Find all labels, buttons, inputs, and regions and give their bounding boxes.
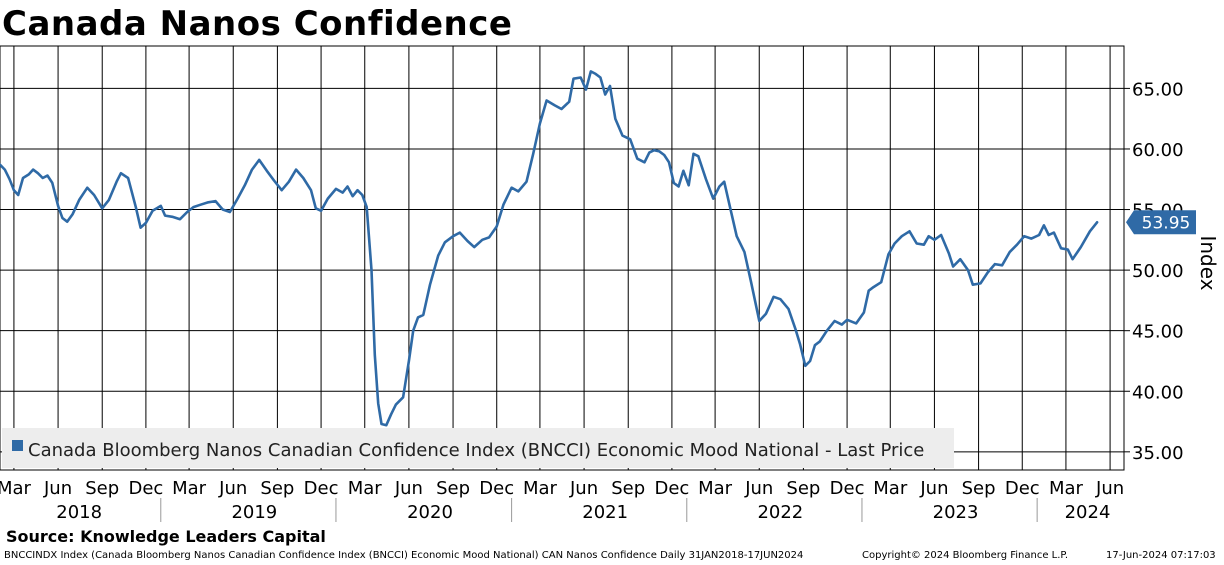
x-month-label: Jun [1095,478,1124,499]
x-axis: Mar Jun Sep Dec Mar Jun Sep Dec Mar Jun Sep Dec Mar J… [0,478,1124,523]
last-value-marker: 53.95 [1126,210,1196,235]
plot-area [0,45,1125,471]
x-month-label: Jun [744,478,773,499]
x-year-label: 2022 [757,502,803,523]
legend-entry: Canada Bloomberg Nanos Canadian Confiden… [28,440,924,461]
x-year-label: 2021 [582,502,628,523]
footer-description: BNCCINDX Index (Canada Bloomberg Nanos C… [4,550,804,561]
year-separators [160,498,1038,522]
x-month-label: Sep [85,478,119,499]
source-note: Source: Knowledge Leaders Capital [6,527,326,546]
x-month-label: Dec [304,478,339,499]
x-month-label: Dec [1005,478,1040,499]
legend-swatch [12,440,23,451]
y-tick-label: 60.00 [1132,140,1184,161]
x-month-label: Jun [569,478,598,499]
x-month-label: Dec [654,478,689,499]
x-month-label: Dec [830,478,865,499]
x-year-label: 2023 [933,502,979,523]
x-year-label: 2024 [1065,502,1111,523]
y-tick-label: 65.00 [1132,79,1184,100]
plot-border [0,45,1125,471]
series-line [0,70,1099,427]
legend: Canada Bloomberg Nanos Canadian Confiden… [2,428,954,468]
x-month-label: Dec [128,478,163,499]
legend-background [2,428,954,468]
y-tick-label: 40.00 [1132,382,1184,403]
x-month-label: Sep [962,478,996,499]
x-month-label: Sep [436,478,470,499]
x-year-label: 2020 [407,502,453,523]
x-year-label: 2018 [56,502,102,523]
series-group [0,70,1099,427]
y-tick-label: 50.00 [1132,261,1184,282]
x-month-label: Jun [394,478,423,499]
x-month-label: Mar [348,478,383,499]
footer-timestamp: 17-Jun-2024 07:17:03 [1106,550,1216,561]
x-year-label: 2019 [231,502,277,523]
y-axis-title: Index [1196,235,1220,290]
last-value-label: 53.95 [1142,213,1191,233]
x-month-label: Sep [786,478,820,499]
x-month-label: Jun [43,478,72,499]
gridlines [0,46,1124,470]
footer-copyright: Copyright© 2024 Bloomberg Finance L.P. [862,550,1069,561]
x-month-label: Jun [919,478,948,499]
chart-title: Canada Nanos Confidence [2,4,513,44]
y-tick-label: 45.00 [1132,322,1184,343]
x-month-label: Dec [479,478,514,499]
last-value-tag [1126,210,1196,235]
x-month-label: Sep [260,478,294,499]
x-month-label: Mar [1049,478,1084,499]
x-month-label: Jun [218,478,247,499]
x-month-label: Sep [611,478,645,499]
x-month-label: Mar [172,478,207,499]
x-month-label: Mar [698,478,733,499]
x-month-label: Mar [0,478,31,499]
y-tick-label: 35.00 [1132,443,1184,464]
x-month-label: Mar [873,478,908,499]
x-month-label: Mar [523,478,558,499]
